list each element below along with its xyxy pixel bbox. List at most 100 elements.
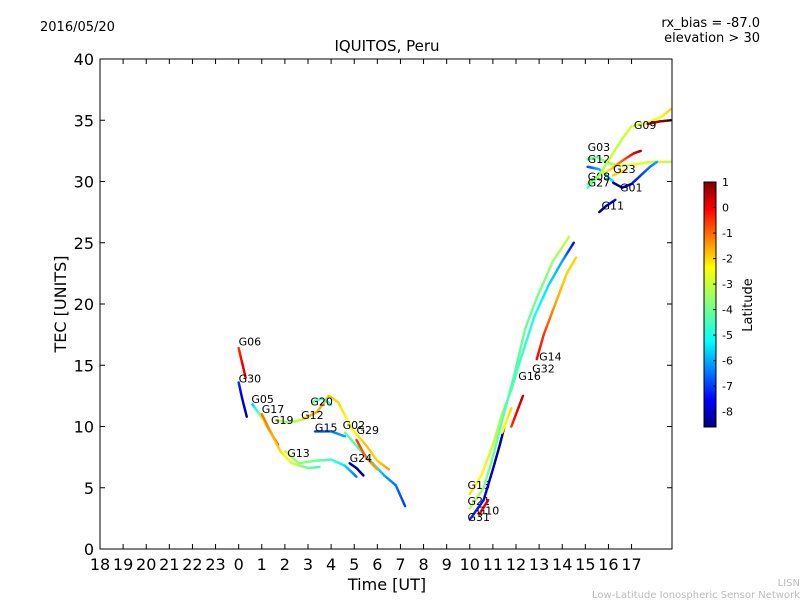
series-g19: G19 xyxy=(271,414,305,427)
satellite-label: G30 xyxy=(239,372,262,385)
series-g11: G11 xyxy=(598,198,625,214)
trace-segment xyxy=(509,406,513,413)
x-axis-label: Time [UT] xyxy=(347,575,426,594)
trace-segment xyxy=(565,235,571,241)
y-tick-label: 25 xyxy=(74,234,94,253)
satellite-label: G20 xyxy=(310,396,333,409)
colorbar-tick-label: -8 xyxy=(722,406,733,419)
date-label: 2016/05/20 xyxy=(40,20,115,35)
x-tick-label: 13 xyxy=(529,555,549,574)
trace-segment xyxy=(244,413,248,418)
trace-segment xyxy=(654,160,659,164)
y-tick-label: 40 xyxy=(74,50,94,69)
colorbar-ticks: 1 0 -1 -2 -3 -4 -5 -6 -7 -8 xyxy=(713,176,733,419)
satellite-label: G13 xyxy=(287,447,310,460)
y-tick-label: 5 xyxy=(84,479,94,498)
trace-segment xyxy=(485,498,490,504)
rx-bias-label: rx_bias = -87.0 xyxy=(661,16,760,31)
trace-segment xyxy=(610,178,615,183)
satellite-label: G31 xyxy=(467,511,490,524)
x-tick-label: 22 xyxy=(182,555,202,574)
satellite-label: G32 xyxy=(532,363,555,376)
satellite-label: G02 xyxy=(343,419,366,432)
x-axis: 18 19 20 21 22 23 0 1 2 3 4 5 6 7 8 9 10 11 12 13 14 15 16 17 xyxy=(90,59,642,574)
y-axis: 0 5 10 15 20 25 30 35 40 xyxy=(74,50,672,559)
colorbar-tick-label: 1 xyxy=(722,176,729,189)
x-tick-label: 1 xyxy=(257,555,267,574)
x-tick-label: 4 xyxy=(326,555,336,574)
chart-title: IQUITOS, Peru xyxy=(334,37,439,55)
series-g18: G18 xyxy=(467,241,575,496)
series-g31: G31 xyxy=(467,425,506,524)
series-g09: G09 xyxy=(634,119,673,132)
satellite-label: G24 xyxy=(350,452,373,465)
series-g32: G32 xyxy=(510,363,555,428)
satellite-label: G19 xyxy=(271,414,294,427)
series-g14: G14 xyxy=(535,256,578,363)
colorbar: 1 0 -1 -2 -3 -4 -5 -6 -7 -8 Latitude xyxy=(703,176,756,428)
x-tick-label: 23 xyxy=(205,555,225,574)
series-g10: G10 xyxy=(477,498,499,518)
trace-segment xyxy=(342,434,347,438)
series-g03: G03 xyxy=(586,141,673,167)
colorbar-tick-label: -5 xyxy=(722,329,733,342)
colorbar-label: Latitude xyxy=(741,278,756,332)
series-g29: G29 xyxy=(355,424,380,471)
y-tick-label: 15 xyxy=(74,356,94,375)
trace-segment xyxy=(328,402,333,406)
satellite-label: G06 xyxy=(239,336,262,349)
series-g17: G17 xyxy=(260,403,321,470)
satellite-label: G14 xyxy=(539,350,562,363)
x-tick-label: 7 xyxy=(395,555,405,574)
x-tick-label: 10 xyxy=(460,555,480,574)
colorbar-tick-label: 0 xyxy=(722,202,729,215)
satellite-label: G17 xyxy=(262,403,285,416)
colorbar-tick-label: -3 xyxy=(722,278,733,291)
trace-segment xyxy=(571,241,575,247)
y-tick-label: 30 xyxy=(74,173,94,192)
colorbar-scale xyxy=(703,181,717,428)
series-g15: G15 xyxy=(313,421,347,438)
series-g02: G02 xyxy=(343,419,407,508)
x-tick-label: 17 xyxy=(621,555,641,574)
series-g06: G06 xyxy=(237,336,262,379)
trace-segment xyxy=(613,198,617,202)
trace-segment xyxy=(374,466,379,471)
colorbar-tick-label: -2 xyxy=(722,253,733,266)
satellite-label: G03 xyxy=(588,141,611,154)
series-g23: G23 xyxy=(611,163,636,177)
y-tick-label: 10 xyxy=(74,418,94,437)
y-tick-label: 0 xyxy=(84,540,94,559)
elevation-label: elevation > 30 xyxy=(664,31,760,46)
x-tick-label: 14 xyxy=(552,555,572,574)
satellite-label: G12 xyxy=(588,153,611,166)
x-tick-label: 16 xyxy=(598,555,618,574)
satellite-label: G01 xyxy=(620,181,643,194)
satellite-label: G09 xyxy=(634,119,657,132)
y-axis-label: TEC [UNITS] xyxy=(51,256,70,354)
trace-segment xyxy=(624,168,629,172)
satellite-label: G11 xyxy=(602,200,625,213)
trace-segment xyxy=(520,394,525,401)
trace-segment xyxy=(668,108,673,112)
series-g01: G01 xyxy=(611,160,659,194)
x-tick-label: 6 xyxy=(372,555,382,574)
series-g30: G30 xyxy=(237,372,262,418)
satellite-label: G29 xyxy=(357,424,380,437)
satellite-label: G23 xyxy=(613,163,636,176)
x-tick-label: 19 xyxy=(113,555,133,574)
x-tick-label: 9 xyxy=(442,555,452,574)
trace-segment xyxy=(386,467,391,471)
x-tick-label: 5 xyxy=(349,555,359,574)
footer-network-full: Low-Latitude Ionospheric Sensor Network xyxy=(592,590,800,600)
x-tick-label: 21 xyxy=(159,555,179,574)
x-tick-label: 15 xyxy=(575,555,595,574)
colorbar-tick-label: -4 xyxy=(722,304,733,317)
trace-segment xyxy=(573,256,578,261)
x-tick-label: 20 xyxy=(136,555,156,574)
colorbar-tick-label: -6 xyxy=(722,355,733,368)
series-g16: G16 xyxy=(500,370,541,434)
series-g20: G20 xyxy=(310,396,333,409)
x-tick-label: 18 xyxy=(90,555,110,574)
footer-network-short: LISN xyxy=(778,578,800,589)
